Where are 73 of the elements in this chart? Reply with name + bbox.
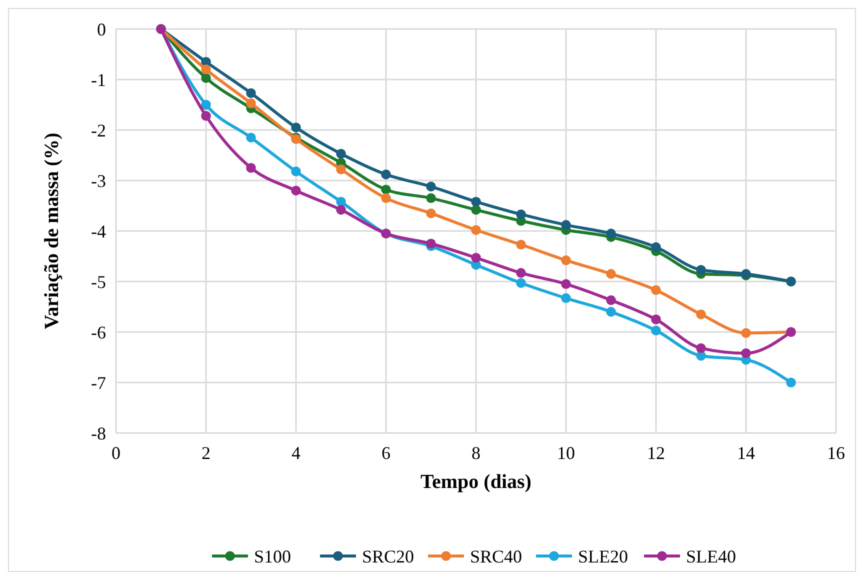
x-tick-label: 12 — [647, 443, 665, 463]
point — [246, 132, 256, 142]
y-tick-label: -3 — [91, 170, 106, 191]
legend-label: SRC40 — [470, 546, 522, 566]
point — [381, 193, 391, 204]
point — [786, 378, 796, 388]
point — [201, 110, 211, 121]
point — [426, 208, 436, 218]
point — [696, 343, 706, 354]
point — [426, 238, 436, 248]
point — [201, 100, 211, 110]
y-axis-title: Variação de massa (%) — [41, 132, 63, 330]
point — [516, 240, 526, 250]
point — [336, 204, 346, 215]
point — [516, 278, 526, 288]
legend-label: SLE40 — [686, 546, 736, 566]
point — [696, 265, 706, 275]
point — [246, 88, 256, 98]
point — [741, 328, 751, 338]
point — [471, 252, 481, 263]
x-tick-label: 8 — [472, 443, 480, 463]
point — [471, 196, 481, 207]
x-tick-label: 10 — [557, 443, 575, 463]
point — [606, 269, 616, 279]
legend-label: SLE20 — [578, 546, 628, 566]
point — [561, 255, 571, 266]
point — [471, 204, 481, 215]
x-tick-label: 0 — [112, 443, 120, 463]
point — [291, 166, 301, 176]
x-tick-label: 4 — [292, 443, 300, 463]
y-tick-label: -6 — [91, 322, 106, 342]
y-tick-label: -2 — [91, 120, 106, 140]
y-tick-label: -7 — [91, 372, 106, 393]
point — [651, 285, 661, 295]
y-tick-label: -5 — [91, 272, 106, 292]
legend-label: SRC20 — [362, 546, 414, 566]
point — [201, 64, 211, 74]
x-axis-title: Tempo (dias) — [420, 471, 532, 493]
point — [246, 98, 256, 108]
point — [201, 73, 211, 83]
point — [606, 295, 616, 306]
point — [696, 309, 706, 320]
x-tick-label: 6 — [382, 443, 390, 463]
point — [426, 193, 436, 204]
y-tick-label: -4 — [91, 221, 106, 242]
point — [291, 122, 301, 132]
legend-label: S100 — [254, 546, 292, 566]
point — [651, 314, 661, 324]
point — [516, 268, 526, 278]
point — [741, 348, 751, 358]
point — [291, 186, 301, 196]
point — [381, 184, 391, 194]
point — [381, 170, 391, 180]
x-tick-label: 16 — [827, 443, 845, 463]
point — [651, 326, 661, 336]
point — [426, 182, 436, 192]
point — [651, 242, 661, 252]
x-tick-label: 2 — [202, 443, 210, 463]
point — [516, 209, 526, 220]
point — [336, 164, 346, 174]
point — [561, 279, 571, 289]
point — [606, 306, 616, 317]
point — [561, 293, 571, 304]
x-tick-label: 14 — [737, 443, 755, 463]
point — [471, 225, 481, 235]
point — [561, 220, 571, 230]
point — [606, 228, 616, 238]
point — [336, 148, 346, 159]
point — [336, 196, 346, 207]
y-tick-label: -8 — [91, 423, 106, 444]
y-tick-label: -1 — [91, 70, 106, 90]
y-tick-label: 0 — [97, 19, 106, 40]
point — [246, 163, 256, 173]
